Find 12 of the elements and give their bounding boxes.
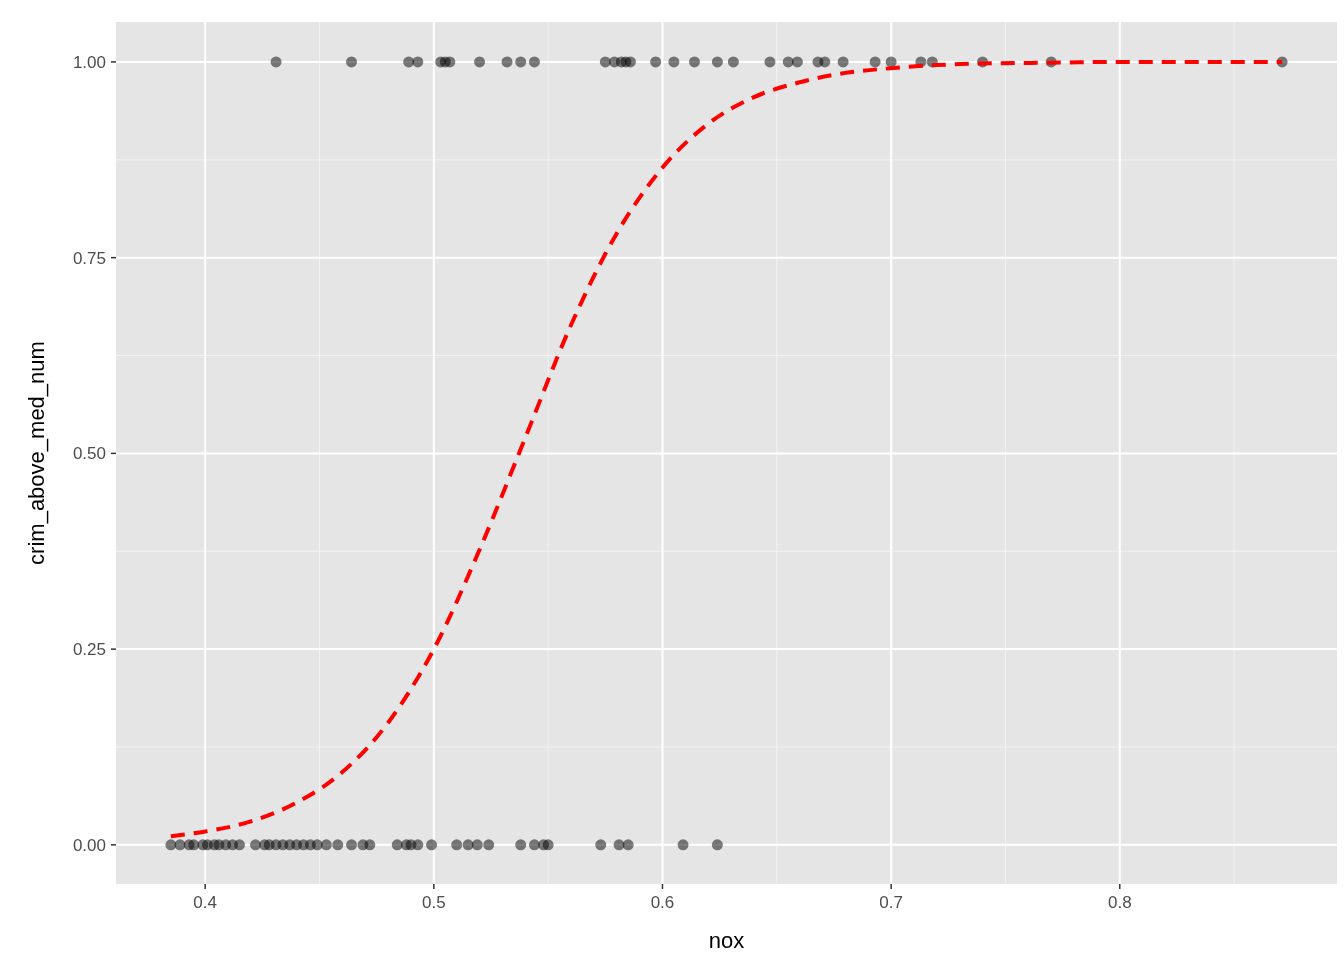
y-tick-label: 0.25 xyxy=(72,640,106,660)
x-tick-label: 0.8 xyxy=(1107,893,1132,912)
x-tick-label: 0.6 xyxy=(650,893,675,912)
x-tick-label: 0.4 xyxy=(193,893,217,912)
y-tick-label: 1.00 xyxy=(72,52,106,72)
y-axis-title: crim_above_med_num xyxy=(24,341,49,565)
x-tick-label: 0.7 xyxy=(879,893,903,912)
y-tick-label: 0.00 xyxy=(72,835,106,855)
x-tick-label: 0.5 xyxy=(422,893,446,912)
y-tick-label: 0.75 xyxy=(72,248,106,268)
x-axis-title: nox xyxy=(708,928,745,953)
y-tick-label: 0.50 xyxy=(72,444,106,464)
